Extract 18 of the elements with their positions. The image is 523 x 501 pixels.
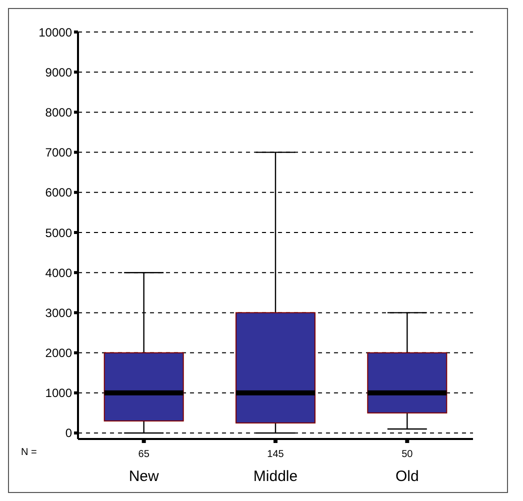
y-tick-label: 9000 <box>45 65 72 80</box>
text: 65 <box>138 449 150 460</box>
y-tick-label: 4000 <box>45 266 72 280</box>
y-tick-label: 3000 <box>45 306 72 320</box>
x-tick-label: Old <box>395 468 419 485</box>
y-tick-label: 5000 <box>45 226 72 240</box>
y-tick-label: 2000 <box>45 346 72 360</box>
y-tick-label: 6000 <box>45 186 72 200</box>
x-tick-label: Middle <box>253 468 298 485</box>
y-tick-label: 8000 <box>45 105 72 120</box>
y-tick-label: 7000 <box>45 146 72 160</box>
text: 50 <box>402 449 414 460</box>
y-tick-label: 1000 <box>45 386 72 400</box>
y-tick-label: 0 <box>65 426 72 440</box>
text: N = <box>21 447 37 458</box>
x-tick-label: New <box>128 468 159 485</box>
y-tick-label: 10000 <box>38 25 72 40</box>
text: 145 <box>267 449 284 460</box>
